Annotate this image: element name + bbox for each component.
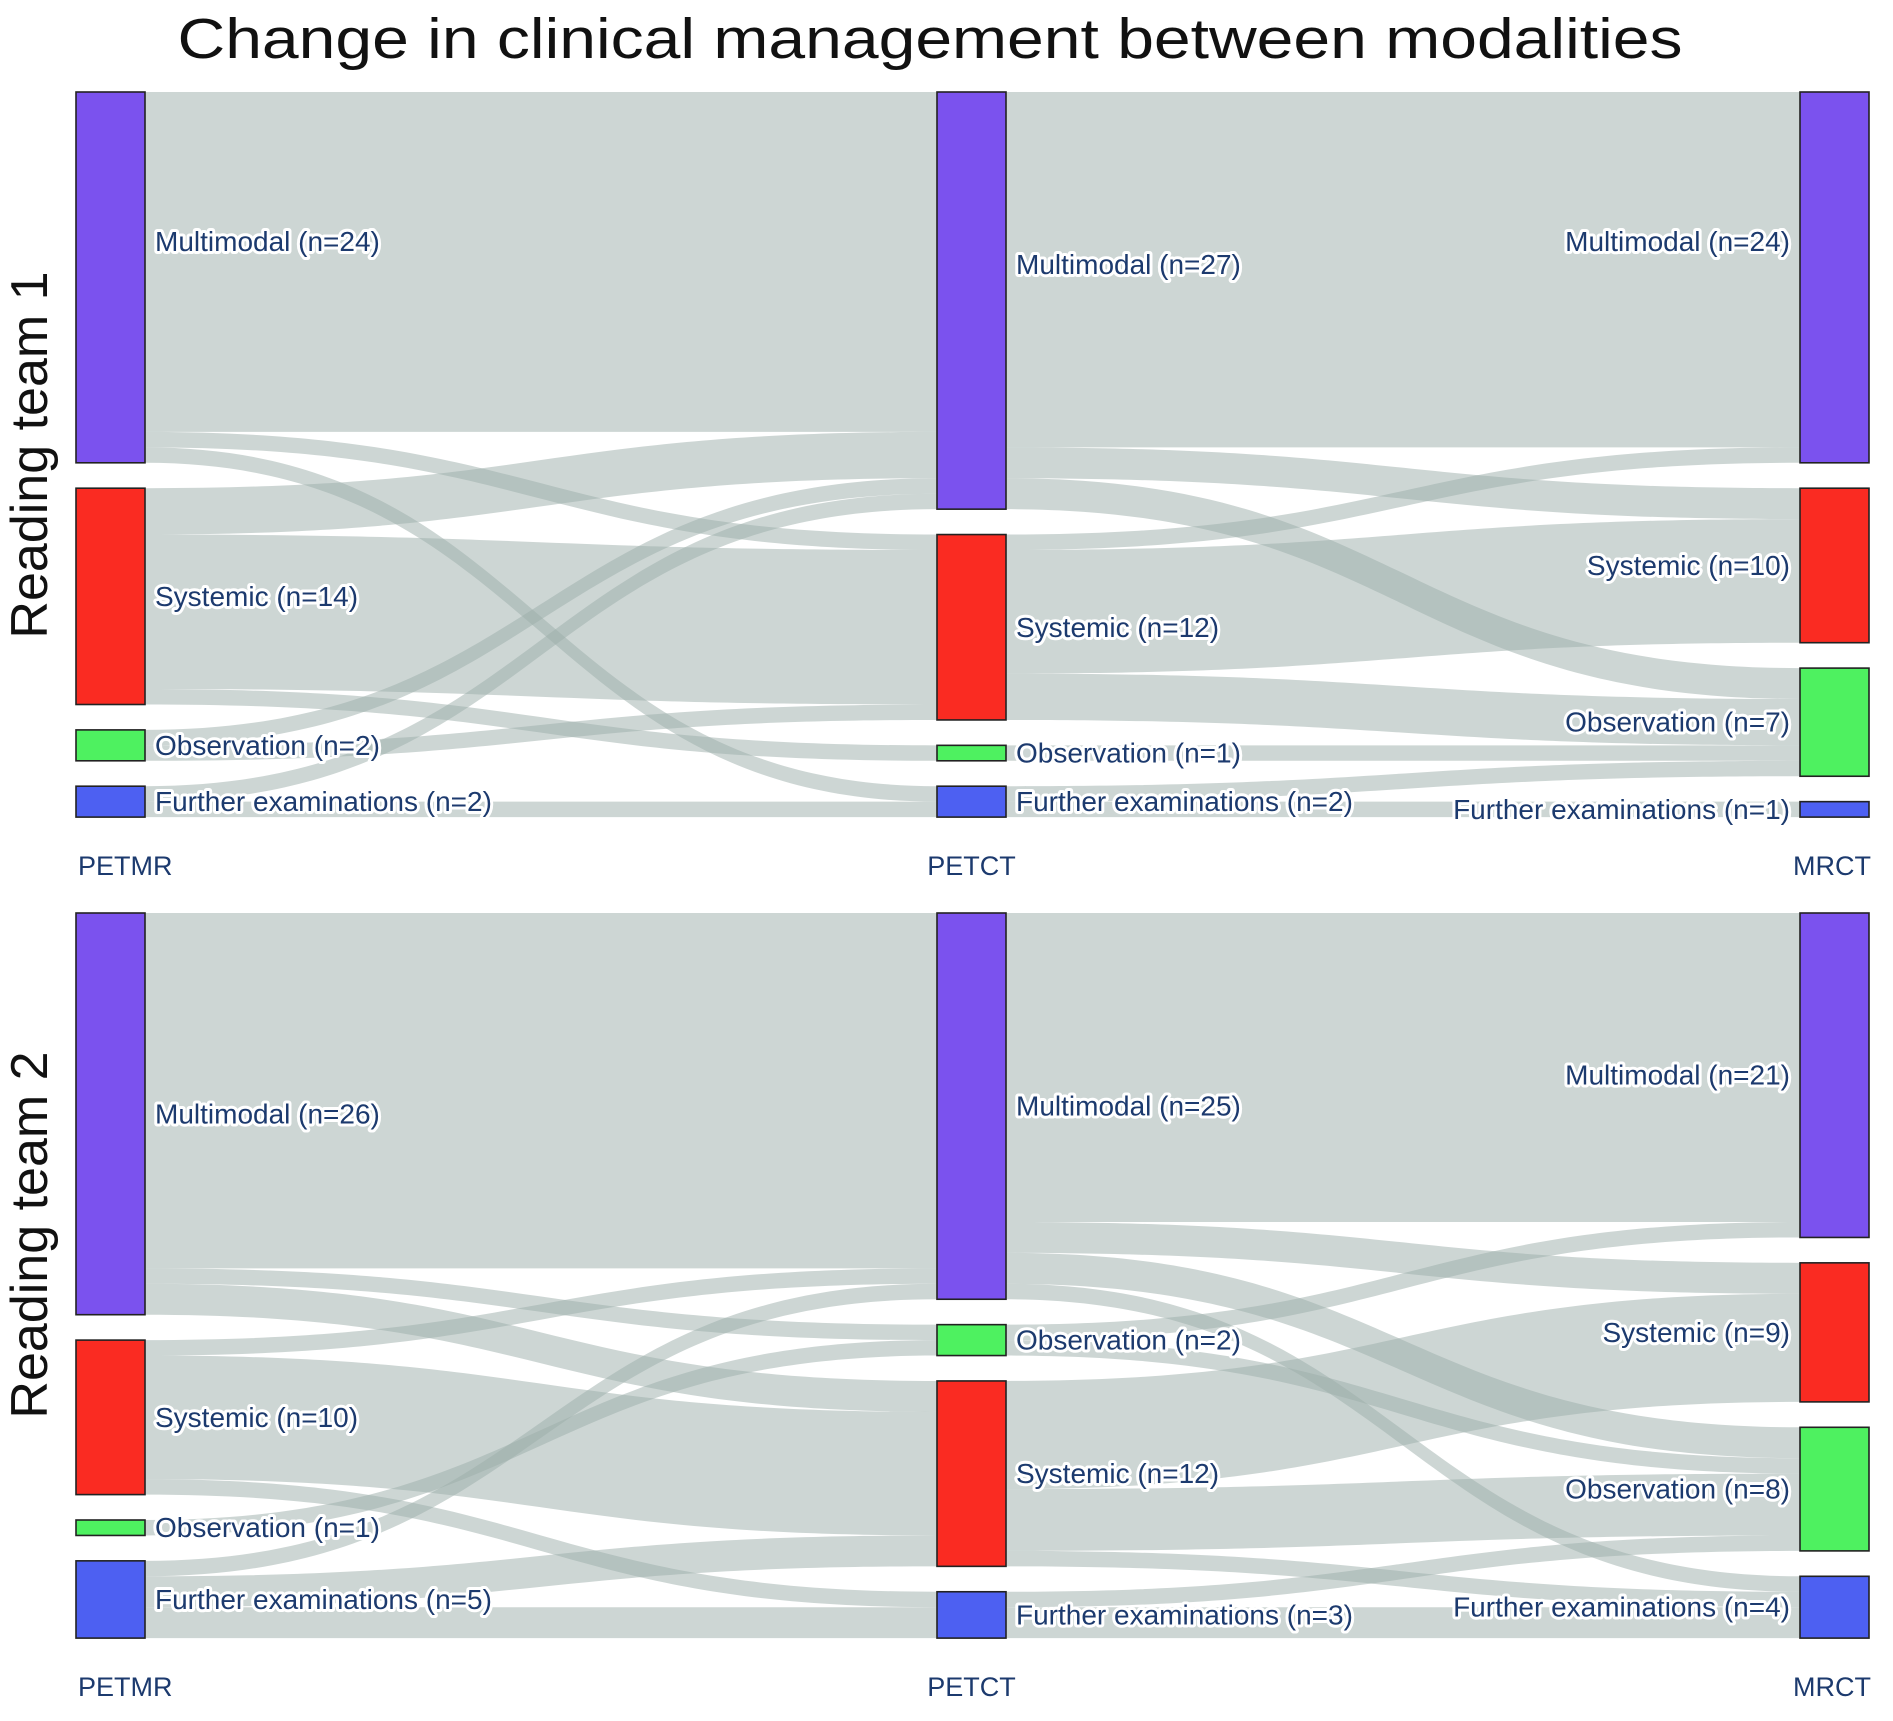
node-label: Observation (n=1) xyxy=(1016,738,1241,769)
sankey-node xyxy=(75,729,146,762)
node-label: Observation (n=2) xyxy=(155,730,380,761)
sankey-node xyxy=(936,912,1007,1301)
flow-ribbon xyxy=(1006,92,1800,448)
flow-ribbon xyxy=(1006,1473,1800,1551)
sankey-node xyxy=(936,785,1007,818)
node-label: Multimodal (n=21) xyxy=(1565,1060,1790,1091)
row-label-reading-team-1: Reading team 1 xyxy=(1,271,59,638)
flow-ribbon xyxy=(145,1607,937,1639)
node-layer xyxy=(75,91,1870,1639)
column-label-petmr: PETMR xyxy=(78,851,173,881)
flow-ribbon xyxy=(1006,801,1800,818)
flow-ribbon xyxy=(1006,1293,1800,1490)
column-label-petmr: PETMR xyxy=(78,1672,173,1702)
flow-ribbon xyxy=(145,534,937,705)
sankey-node xyxy=(1799,91,1870,464)
node-label: Systemic (n=9) xyxy=(1603,1317,1791,1348)
flow-ribbon xyxy=(1006,447,1800,550)
flow-ribbon xyxy=(1006,519,1800,674)
figure-title: Change in clinical management between mo… xyxy=(178,7,1683,71)
flow-ribbon xyxy=(145,431,937,535)
flow-ribbon xyxy=(1006,673,1800,746)
node-label: Further examinations (n=1) xyxy=(1453,794,1790,825)
flow-ribbon xyxy=(145,478,937,746)
node-label: Systemic (n=10) xyxy=(1587,550,1790,581)
flow-ribbon xyxy=(1006,447,1800,520)
sankey-node xyxy=(936,1590,1007,1639)
sankey-node xyxy=(936,1323,1007,1357)
node-label: Further examinations (n=2) xyxy=(1016,786,1353,817)
column-label-petct: PETCT xyxy=(927,851,1016,881)
flow-ribbon xyxy=(1006,1535,1800,1608)
flow-ribbon xyxy=(145,1283,937,1577)
flow-ribbon xyxy=(1006,760,1800,802)
row-label-reading-team-2: Reading team 2 xyxy=(1,1051,59,1418)
label-layer: Multimodal (n=24) Systemic (n=14) Observat… xyxy=(78,223,1871,1702)
flow-ribbon xyxy=(145,704,937,761)
node-label: Further examinations (n=4) xyxy=(1453,1592,1790,1623)
flow-ribbon xyxy=(145,913,937,1269)
flow-ribbon xyxy=(145,493,937,802)
flow-ribbon xyxy=(1006,1607,1800,1639)
column-label-petct: PETCT xyxy=(927,1672,1016,1702)
flow-layer xyxy=(145,92,1800,1639)
sankey-node xyxy=(1799,1426,1870,1552)
node-label: Further examinations (n=5) xyxy=(155,1584,492,1615)
flow-ribbon xyxy=(145,1535,937,1608)
node-label: Multimodal (n=24) xyxy=(1565,226,1790,257)
sankey-node xyxy=(1799,667,1870,778)
node-label: Systemic (n=14) xyxy=(155,581,358,612)
sankey-node xyxy=(1799,912,1870,1239)
flow-ribbon xyxy=(1006,1222,1800,1341)
flow-ribbon xyxy=(145,1283,937,1412)
flow-ribbon xyxy=(145,92,937,432)
node-label: Multimodal (n=24) xyxy=(155,226,380,257)
flow-ribbon xyxy=(1006,745,1800,761)
node-label: Systemic (n=12) xyxy=(1016,612,1219,643)
sankey-node xyxy=(75,1560,146,1639)
flow-ribbon xyxy=(1006,1222,1800,1294)
node-label: Systemic (n=12) xyxy=(1016,1458,1219,1489)
sankey-node xyxy=(75,912,146,1316)
node-label: Observation (n=8) xyxy=(1565,1474,1790,1505)
sankey-node xyxy=(1799,1262,1870,1403)
node-label: Systemic (n=10) xyxy=(155,1402,358,1433)
node-label: Multimodal (n=26) xyxy=(155,1098,380,1129)
sankey-node xyxy=(936,744,1007,762)
sankey-node xyxy=(1799,487,1870,644)
sankey-node xyxy=(1799,800,1870,818)
flow-ribbon xyxy=(1006,913,1800,1222)
flow-ribbon xyxy=(145,1479,937,1608)
sankey-node xyxy=(75,91,146,464)
node-label: Observation (n=2) xyxy=(1016,1325,1241,1356)
sankey-node xyxy=(936,1380,1007,1568)
sankey-node xyxy=(1799,1575,1870,1639)
node-label: Further examinations (n=2) xyxy=(155,786,492,817)
node-label: Observation (n=7) xyxy=(1565,707,1790,738)
sankey-node xyxy=(75,487,146,706)
sankey-node xyxy=(936,91,1007,510)
node-label: Observation (n=1) xyxy=(155,1512,380,1543)
sankey-node xyxy=(936,533,1007,721)
flow-ribbon xyxy=(145,801,937,818)
node-label: Further examinations (n=3) xyxy=(1016,1599,1353,1630)
sankey-node xyxy=(75,1519,146,1537)
flow-ribbon xyxy=(1006,1550,1800,1608)
sankey-node xyxy=(75,785,146,818)
column-label-mrct: MRCT xyxy=(1793,1672,1871,1702)
node-label: Multimodal (n=27) xyxy=(1016,249,1241,280)
column-label-mrct: MRCT xyxy=(1793,851,1871,881)
flow-ribbon xyxy=(145,1268,937,1356)
sankey-node xyxy=(75,1339,146,1496)
node-label: Multimodal (n=25) xyxy=(1016,1091,1241,1122)
